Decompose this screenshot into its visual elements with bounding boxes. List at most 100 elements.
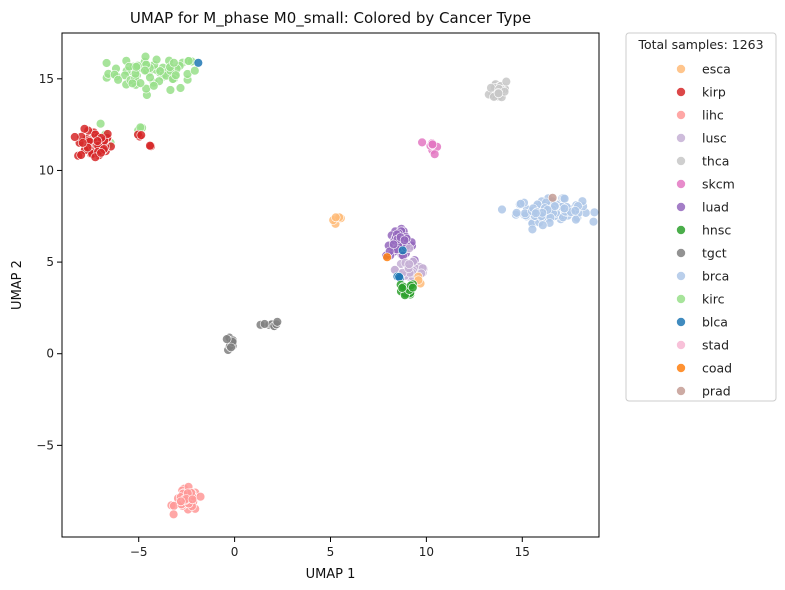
x-tick-label: 5 — [327, 545, 335, 559]
point-lihc — [195, 492, 206, 502]
point-kirp — [136, 130, 146, 140]
legend-label-esca: esca — [702, 62, 731, 77]
point-kirc — [169, 58, 179, 68]
point-blca — [193, 58, 204, 68]
point-tgct — [259, 319, 270, 329]
legend-label-blca: blca — [702, 315, 728, 330]
point-thca — [501, 76, 511, 87]
point-esca — [331, 212, 341, 223]
point-lihc — [187, 494, 198, 505]
point-kirc — [135, 78, 146, 88]
point-brca — [511, 208, 522, 218]
legend-label-prad: prad — [702, 384, 731, 399]
point-brca — [531, 208, 541, 218]
y-axis-ticks: −5 0 5 10 15 — [36, 72, 62, 452]
legend-label-coad: coad — [702, 361, 732, 376]
point-luad — [388, 239, 399, 250]
point-thca — [486, 83, 496, 93]
legend-label-skcm: skcm — [702, 177, 735, 192]
point-blca — [398, 245, 408, 256]
point-kirc — [140, 65, 150, 76]
legend-label-brca: brca — [702, 269, 729, 284]
point-brca — [570, 206, 580, 216]
legend-label-lusc: lusc — [702, 131, 727, 146]
point-tgct — [272, 317, 282, 327]
legend: Total samples: 1263 esca kirp lihc lusc thca… — [625, 32, 777, 402]
y-tick-label: −5 — [36, 438, 54, 452]
point-kirp — [77, 138, 88, 148]
point-luad — [399, 235, 410, 245]
point-kirp — [145, 141, 155, 151]
point-brca — [527, 224, 538, 235]
legend-marker-kirc — [676, 294, 686, 304]
y-axis-label: UMAP 2 — [10, 260, 25, 310]
legend-label-lihc: lihc — [702, 108, 724, 123]
legend-marker-luad — [676, 202, 686, 212]
point-brca — [589, 207, 600, 218]
point-kirc — [165, 85, 176, 95]
legend-marker-skcm — [676, 179, 686, 189]
legend-label-hnsc: hnsc — [702, 223, 731, 238]
legend-marker-coad — [676, 363, 686, 373]
y-tick-label: 0 — [46, 347, 54, 361]
point-kirp — [79, 124, 90, 134]
y-tick-label: 10 — [39, 163, 54, 177]
point-brca — [588, 217, 599, 227]
points-layer — [70, 51, 600, 519]
point-kirp — [76, 150, 86, 160]
point-kirp — [70, 132, 80, 142]
point-hnsc — [408, 282, 418, 293]
point-thca — [493, 88, 504, 99]
plot-frame — [61, 32, 600, 538]
point-blca — [394, 272, 404, 282]
point-brca — [497, 204, 507, 215]
point-kirc — [140, 51, 151, 62]
point-skcm — [430, 149, 440, 159]
legend-label-kirc: kirc — [702, 292, 725, 307]
y-tick-label: 15 — [39, 72, 54, 86]
x-tick-label: −5 — [130, 545, 148, 559]
point-kirc — [131, 62, 142, 72]
point-skcm — [417, 137, 427, 148]
x-tick-label: 10 — [419, 545, 434, 559]
legend-entries: esca kirp lihc lusc thca skcm luad hnsc tgct brca… — [676, 62, 735, 399]
legend-marker-esca — [676, 64, 686, 74]
point-kirc — [175, 83, 186, 93]
point-hnsc — [397, 283, 407, 293]
x-tick-label: 0 — [231, 545, 239, 559]
x-axis-ticks: −5 0 5 10 15 — [130, 537, 530, 559]
point-lusc — [404, 259, 414, 269]
point-kirc — [95, 118, 106, 129]
chart-title: UMAP for M_phase M0_small: Colored by Ca… — [130, 9, 531, 28]
point-tgct — [226, 342, 236, 353]
point-coad — [382, 252, 392, 262]
legend-marker-kirp — [676, 87, 686, 97]
x-tick-label: 15 — [515, 545, 530, 559]
point-brca — [538, 220, 548, 230]
legend-label-stad: stad — [702, 338, 729, 353]
legend-label-kirp: kirp — [702, 85, 726, 100]
legend-label-tgct: tgct — [702, 246, 727, 261]
legend-marker-lusc — [676, 133, 686, 143]
point-brca — [571, 214, 581, 225]
x-axis-label: UMAP 1 — [306, 567, 356, 582]
point-brca — [559, 194, 570, 204]
point-kirc — [127, 78, 138, 89]
legend-label-thca: thca — [702, 154, 729, 169]
legend-marker-thca — [676, 156, 686, 166]
point-lihc — [176, 496, 186, 507]
y-tick-label: 5 — [46, 255, 54, 269]
point-kirc — [190, 65, 200, 76]
legend-marker-stad — [676, 340, 686, 350]
point-kirc — [101, 58, 112, 68]
point-lihc — [168, 509, 179, 519]
legend-label-luad: luad — [702, 200, 729, 215]
legend-marker-hnsc — [676, 225, 686, 235]
point-kirc — [155, 66, 165, 76]
legend-box — [625, 32, 777, 402]
legend-marker-prad — [676, 386, 686, 396]
legend-marker-tgct — [676, 248, 686, 258]
legend-title: Total samples: 1263 — [637, 37, 763, 52]
point-tgct — [222, 334, 232, 344]
